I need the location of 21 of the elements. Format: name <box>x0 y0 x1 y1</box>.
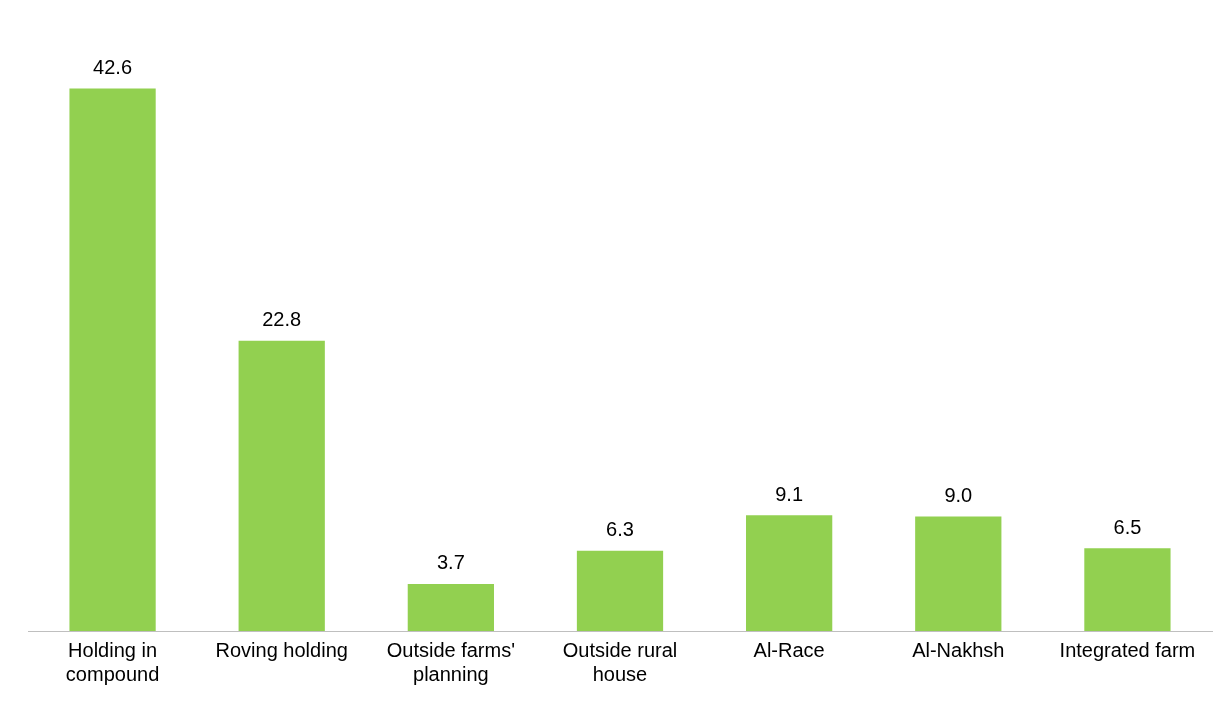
data-label: 6.3 <box>606 518 634 541</box>
bar <box>69 88 156 631</box>
bar <box>576 550 664 631</box>
bar <box>746 515 833 631</box>
x-tick-label: Al-Nakhsh <box>912 638 1005 661</box>
x-tick-label: Holding in compound <box>65 638 160 685</box>
x-tick-label: Outside rural house <box>562 638 678 685</box>
x-tick-label: Outside farms' planning <box>386 638 516 685</box>
x-tick-label: Integrated farm <box>1059 638 1196 661</box>
data-label: 9.1 <box>775 482 804 505</box>
x-tick-label: Roving holding <box>215 638 348 661</box>
data-label: 3.7 <box>436 551 465 574</box>
bar <box>1084 548 1171 631</box>
bar <box>407 583 494 631</box>
data-label: 6.5 <box>1113 515 1142 538</box>
data-label: 22.8 <box>262 308 302 331</box>
data-label: 42.6 <box>93 56 133 79</box>
bar <box>238 340 325 631</box>
bar <box>915 516 1002 631</box>
data-label: 9.0 <box>944 483 973 506</box>
x-tick-label: Al-Race <box>753 638 825 661</box>
